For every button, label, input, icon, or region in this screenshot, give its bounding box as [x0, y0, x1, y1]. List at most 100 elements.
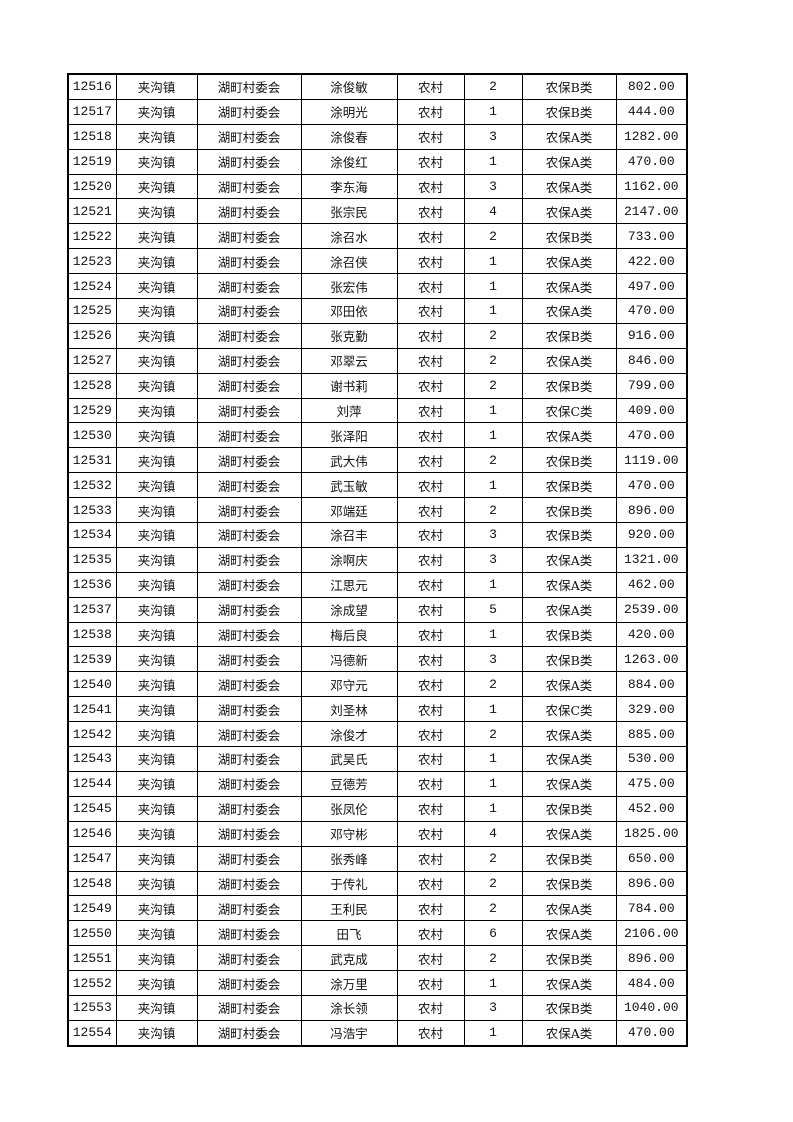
cell-record-id: 12534: [67, 522, 117, 548]
table-row: 12527 夹沟镇 湖町村委会 邓翠云 农村 2 农保A类 846.00: [67, 347, 688, 374]
cell-insurance-category: 农保C类: [521, 696, 617, 723]
cell-name: 张宗民: [300, 198, 398, 225]
cell-town: 夹沟镇: [115, 721, 198, 748]
cell-household-type: 农村: [396, 298, 465, 324]
cell-insurance-category: 农保B类: [521, 73, 617, 100]
cell-household-type: 农村: [396, 148, 465, 175]
cell-amount: 329.00: [615, 696, 688, 723]
cell-record-id: 12528: [67, 372, 117, 399]
cell-insurance-category: 农保A类: [521, 770, 617, 797]
cell-name: 邓守元: [300, 671, 398, 698]
cell-member-count: 3: [463, 646, 523, 673]
cell-name: 刘圣林: [300, 696, 398, 723]
cell-member-count: 2: [463, 870, 523, 897]
cell-village-committee: 湖町村委会: [196, 945, 302, 972]
cell-town: 夹沟镇: [115, 646, 198, 673]
cell-household-type: 农村: [396, 895, 465, 922]
cell-name: 涂俊春: [300, 123, 398, 150]
cell-member-count: 1: [463, 1019, 523, 1047]
cell-village-committee: 湖町村委会: [196, 646, 302, 673]
table-row: 12526 夹沟镇 湖町村委会 张克勤 农村 2 农保B类 916.00: [67, 322, 688, 349]
cell-village-committee: 湖町村委会: [196, 546, 302, 573]
cell-member-count: 2: [463, 945, 523, 972]
cell-member-count: 4: [463, 820, 523, 847]
cell-town: 夹沟镇: [115, 447, 198, 474]
cell-insurance-category: 农保A类: [521, 820, 617, 847]
cell-village-committee: 湖町村委会: [196, 198, 302, 225]
table-row: 12541 夹沟镇 湖町村委会 刘圣林 农村 1 农保C类 329.00: [67, 696, 688, 723]
cell-household-type: 农村: [396, 123, 465, 150]
cell-household-type: 农村: [396, 746, 465, 772]
cell-household-type: 农村: [396, 322, 465, 349]
cell-name: 田飞: [300, 920, 398, 947]
cell-village-committee: 湖町村委会: [196, 696, 302, 723]
cell-household-type: 农村: [396, 621, 465, 648]
cell-village-committee: 湖町村委会: [196, 322, 302, 349]
table-row: 12528 夹沟镇 湖町村委会 谢书莉 农村 2 农保B类 799.00: [67, 372, 688, 399]
cell-insurance-category: 农保B类: [521, 945, 617, 972]
cell-household-type: 农村: [396, 497, 465, 524]
cell-record-id: 12550: [67, 920, 117, 947]
cell-town: 夹沟镇: [115, 372, 198, 399]
cell-village-committee: 湖町村委会: [196, 223, 302, 250]
cell-amount: 497.00: [615, 273, 688, 300]
cell-household-type: 农村: [396, 248, 465, 275]
table-row: 12545 夹沟镇 湖町村委会 张凤伦 农村 1 农保B类 452.00: [67, 795, 688, 822]
cell-town: 夹沟镇: [115, 298, 198, 324]
cell-member-count: 1: [463, 696, 523, 723]
table-row: 12544 夹沟镇 湖町村委会 豆德芳 农村 1 农保A类 475.00: [67, 770, 688, 797]
table-row: 12519 夹沟镇 湖町村委会 涂俊红 农村 1 农保A类 470.00: [67, 148, 688, 175]
cell-name: 涂召丰: [300, 522, 398, 548]
cell-record-id: 12554: [67, 1019, 117, 1047]
cell-name: 邓翠云: [300, 347, 398, 374]
cell-amount: 452.00: [615, 795, 688, 822]
cell-member-count: 2: [463, 347, 523, 374]
table-row: 12542 夹沟镇 湖町村委会 涂俊才 农村 2 农保A类 885.00: [67, 721, 688, 748]
cell-name: 武克成: [300, 945, 398, 972]
cell-member-count: 1: [463, 770, 523, 797]
cell-record-id: 12519: [67, 148, 117, 175]
cell-amount: 1282.00: [615, 123, 688, 150]
table-row: 12523 夹沟镇 湖町村委会 涂召侠 农村 1 农保A类 422.00: [67, 248, 688, 275]
cell-record-id: 12530: [67, 422, 117, 449]
cell-village-committee: 湖町村委会: [196, 347, 302, 374]
cell-household-type: 农村: [396, 571, 465, 598]
cell-insurance-category: 农保B类: [521, 98, 617, 125]
cell-member-count: 2: [463, 721, 523, 748]
cell-village-committee: 湖町村委会: [196, 98, 302, 125]
cell-insurance-category: 农保B类: [521, 497, 617, 524]
cell-household-type: 农村: [396, 546, 465, 573]
cell-household-type: 农村: [396, 1019, 465, 1047]
cell-member-count: 1: [463, 298, 523, 324]
cell-household-type: 农村: [396, 945, 465, 972]
cell-amount: 1119.00: [615, 447, 688, 474]
table-row: 12522 夹沟镇 湖町村委会 涂召水 农村 2 农保B类 733.00: [67, 223, 688, 250]
cell-amount: 1825.00: [615, 820, 688, 847]
cell-name: 张凤伦: [300, 795, 398, 822]
cell-name: 涂明光: [300, 98, 398, 125]
cell-name: 涂召侠: [300, 248, 398, 275]
cell-town: 夹沟镇: [115, 173, 198, 200]
cell-insurance-category: 农保A类: [521, 895, 617, 922]
cell-town: 夹沟镇: [115, 970, 198, 996]
cell-town: 夹沟镇: [115, 497, 198, 524]
cell-town: 夹沟镇: [115, 223, 198, 250]
cell-amount: 470.00: [615, 148, 688, 175]
cell-insurance-category: 农保A类: [521, 248, 617, 275]
table-row: 12529 夹沟镇 湖町村委会 刘萍 农村 1 农保C类 409.00: [67, 397, 688, 424]
cell-record-id: 12553: [67, 994, 117, 1021]
table-body: 12516 夹沟镇 湖町村委会 涂俊敏 农村 2 农保B类 802.00 12517 夹沟镇 湖町村…: [67, 73, 688, 1047]
table-row: 12518 夹沟镇 湖町村委会 涂俊春 农村 3 农保A类 1282.00: [67, 123, 688, 150]
table-row: 12530 夹沟镇 湖町村委会 张泽阳 农村 1 农保A类 470.00: [67, 422, 688, 449]
cell-household-type: 农村: [396, 721, 465, 748]
cell-insurance-category: 农保C类: [521, 397, 617, 424]
cell-insurance-category: 农保B类: [521, 795, 617, 822]
cell-amount: 462.00: [615, 571, 688, 598]
cell-household-type: 农村: [396, 994, 465, 1021]
cell-name: 涂万里: [300, 970, 398, 996]
cell-record-id: 12538: [67, 621, 117, 648]
cell-village-committee: 湖町村委会: [196, 522, 302, 548]
cell-record-id: 12535: [67, 546, 117, 573]
cell-amount: 916.00: [615, 322, 688, 349]
cell-insurance-category: 农保A类: [521, 198, 617, 225]
